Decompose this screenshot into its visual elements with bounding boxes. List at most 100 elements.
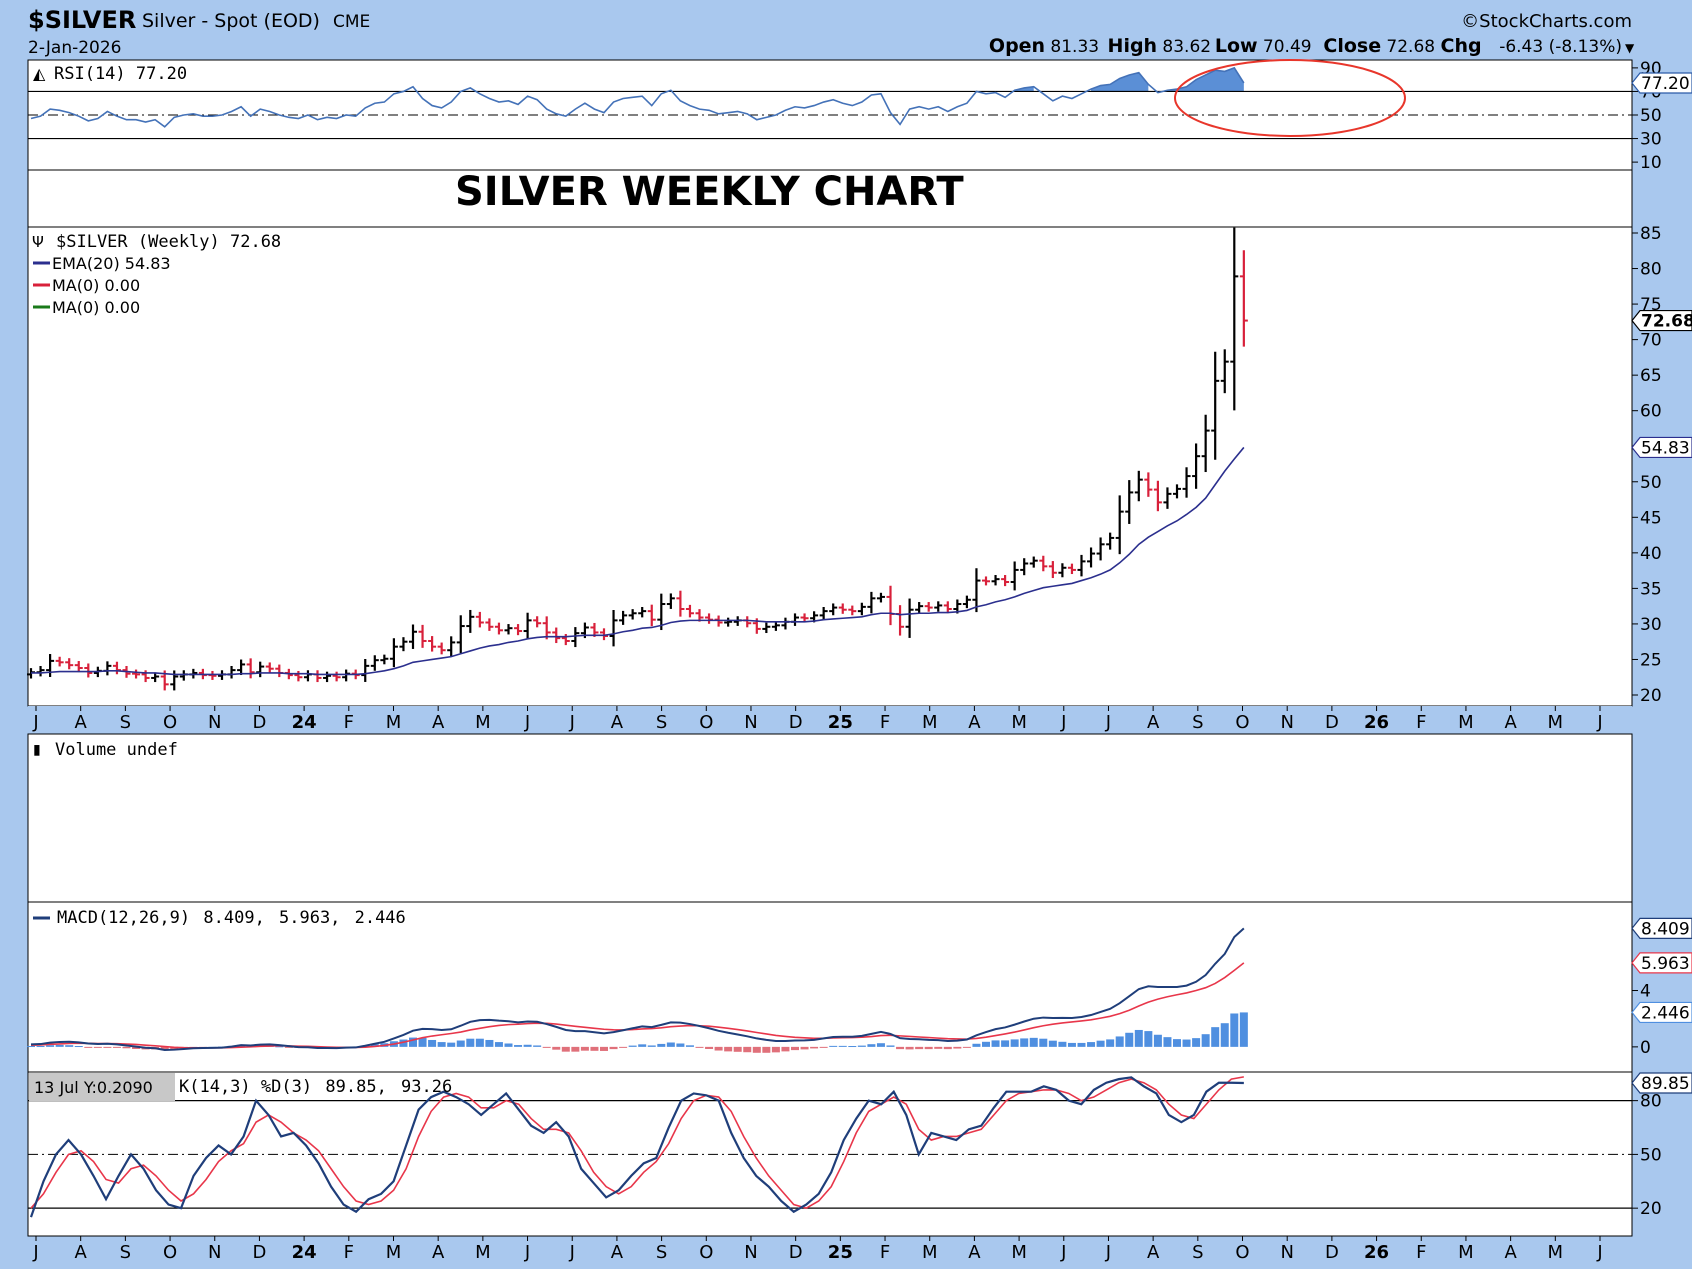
stoch-value: 93.26 (401, 1077, 452, 1097)
macd-histogram-bar (1239, 1012, 1248, 1047)
x-tick-label: A (1504, 712, 1517, 733)
macd-histogram-bar (771, 1046, 780, 1053)
x-tick-label: D (789, 712, 803, 733)
macd-histogram-bar (1048, 1040, 1057, 1047)
macd-histogram-bar (867, 1044, 876, 1047)
macd-histogram-bar (1153, 1034, 1162, 1047)
macd-histogram-bar (733, 1046, 742, 1052)
instrument-name: Silver - Spot (EOD) (142, 10, 320, 32)
x-tick-label: M (1458, 712, 1474, 733)
x-tick-label: 24 (292, 1242, 317, 1263)
macd-histogram-bar (36, 1046, 45, 1048)
price-legend-item: MA(0) 0.00 (52, 276, 140, 295)
x-tick-label: N (1280, 712, 1293, 733)
price-bar (1211, 351, 1220, 460)
close-price-tag: 72.68 (1641, 312, 1692, 332)
macd-histogram-bar (781, 1046, 790, 1052)
macd-histogram-bar (676, 1043, 685, 1047)
x-tick-label: D (789, 1242, 803, 1263)
price-y-tick: 20 (1640, 686, 1662, 706)
price-bar (657, 593, 666, 631)
x-tick-label: A (432, 712, 445, 733)
bottom-x-axis: J A S O N D 24 F M A M J J A S O N D 25 F M A M J J A S O N D 26 F M A M J (32, 1236, 1603, 1263)
price-bar (84, 663, 93, 678)
x-tick-label: M (1548, 1242, 1564, 1263)
x-tick-label: F (344, 1242, 354, 1263)
macd-value: 2.446 (355, 908, 406, 928)
macd-histogram-bar (666, 1042, 675, 1047)
price-y-tick: 60 (1640, 402, 1662, 422)
x-tick-label: O (163, 1242, 177, 1263)
price-bar (619, 610, 628, 625)
macd-histogram-bar (934, 1046, 943, 1049)
macd-histogram-bar (685, 1045, 694, 1047)
macd-histogram-bar (84, 1046, 93, 1048)
macd-histogram-bar (943, 1046, 952, 1050)
price-bar (829, 603, 838, 616)
macd-histogram-bar (1039, 1038, 1048, 1047)
x-tick-label: S (656, 1242, 667, 1263)
x-tick-label: 25 (828, 1242, 853, 1263)
price-bar (265, 662, 274, 673)
price-bar (323, 671, 332, 683)
price-bar (628, 609, 637, 620)
price-bar (838, 603, 847, 614)
macd-label: MACD(12,26,9) (57, 908, 190, 928)
price-bar (1220, 349, 1229, 394)
macd-histogram-bar (1201, 1034, 1210, 1047)
ohlc-label-open: Open (989, 35, 1045, 57)
macd-histogram-bar (915, 1046, 924, 1050)
price-x-axis: J A S O N D 24 F M A M J J A S O N D 25 F M A M J J A S O N D 26 F M A M J (28, 706, 1632, 734)
macd-panel-bg (27, 901, 1633, 1073)
x-tick-label: S (120, 712, 131, 733)
macd-histogram-bar (1134, 1029, 1143, 1047)
macd-histogram-bar (609, 1046, 618, 1050)
x-tick-label: O (1235, 1242, 1249, 1263)
macd-histogram-bar (46, 1045, 55, 1047)
macd-histogram-bar (972, 1043, 981, 1047)
macd-histogram-bar (1067, 1042, 1076, 1047)
price-bar (514, 624, 523, 636)
x-tick-label: F (1416, 1242, 1426, 1263)
price-bar (724, 617, 733, 627)
rsi-label: RSI(14) 77.20 (54, 64, 187, 84)
price-legend-item: EMA(20) 54.83 (52, 254, 171, 273)
stoch-y-tick: 50 (1640, 1145, 1662, 1165)
price-y-tick: 50 (1640, 473, 1662, 493)
price-bar (1010, 561, 1019, 591)
annotation-title: SILVER WEEKLY CHART (455, 169, 964, 215)
price-bar (1001, 575, 1010, 587)
price-legend-item: MA(0) 0.00 (52, 298, 140, 317)
stoch-y-tick: 80 (1640, 1092, 1662, 1112)
price-bar (466, 609, 475, 633)
macd-histogram-bar (848, 1046, 857, 1048)
area-chart-icon: ◭ (33, 64, 46, 83)
ohlc-value-low: 70.49 (1263, 37, 1312, 57)
macd-histogram-bar (1096, 1040, 1105, 1047)
price-bar (1125, 480, 1134, 524)
macd-histogram-bar (1163, 1037, 1172, 1047)
rsi-line (30, 66, 1245, 128)
price-bar (800, 613, 809, 623)
price-bar (332, 671, 341, 682)
macd-histogram-bar (800, 1046, 809, 1050)
stoch-panel: 13 Jul Y:0.2090 K(14,3) %D(3) 89.85, 93.26 (27, 1071, 1633, 1237)
x-tick-label: A (432, 1242, 445, 1263)
change-arrow-icon: ▼ (1625, 41, 1635, 55)
price-bar (533, 616, 542, 628)
price-bar (771, 621, 780, 631)
stoch-y-tick: 20 (1640, 1199, 1662, 1219)
x-tick-label: 24 (292, 712, 317, 733)
macd-histogram-bar (160, 1046, 169, 1051)
macd-histogram-bar (714, 1046, 723, 1051)
price-bar (1096, 537, 1105, 561)
x-tick-label: 26 (1364, 1242, 1389, 1263)
macd-histogram-bar (122, 1046, 131, 1049)
price-bar (924, 602, 933, 612)
macd-histogram-bar (1029, 1037, 1038, 1047)
macd-histogram-bar (724, 1046, 733, 1052)
macd-histogram-bar (428, 1039, 437, 1047)
annotation-band-bg (27, 169, 1633, 228)
